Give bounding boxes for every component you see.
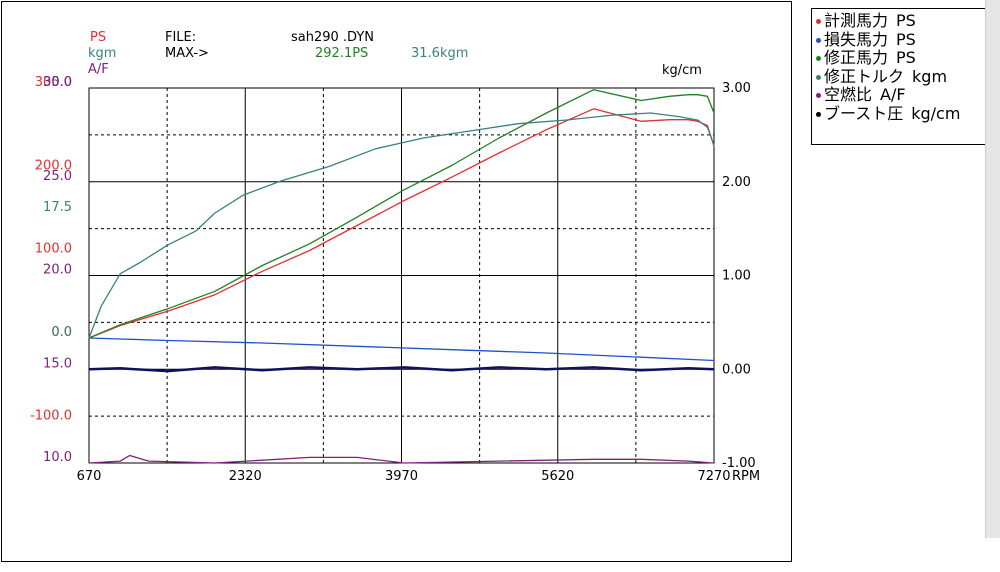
legend: 計測馬力 PS 損失馬力 PS 修正馬力 PS 修正トルク kgm 空燃比 A/F ブースト圧 kg/… [811,8,986,145]
right-tick-label: 2.00 [722,175,751,190]
legend-unit: kg/cm [911,103,961,123]
legend-marker-icon [816,93,821,98]
legend-label: ブースト圧 [824,103,904,123]
max-kgm-value: 31.6kgm [411,46,468,61]
ps-tick-label: 100.0 [35,242,72,257]
legend-marker-icon [816,111,821,117]
legend-label: 損失馬力 [824,29,889,49]
kgm-tick-label: 0.0 [51,325,72,340]
legend-item: 空燃比 A/F [816,86,906,104]
series-lines [88,89,715,464]
plot-grid [88,87,715,464]
series-torque [88,112,715,339]
max-ps-value: 292.1PS [315,46,368,61]
af-tick-label: 25.0 [43,169,72,184]
af-tick-label: 10.0 [43,450,72,465]
kgm-tick-label: 17.5 [43,200,72,215]
file-name: sah290 .DYN [291,30,374,45]
x-tick-label: 5620 [541,469,574,484]
legend-item: 計測馬力 PS [816,12,916,30]
af-tick-label: 20.0 [43,263,72,278]
legend-unit: A/F [880,85,906,104]
af-axis-label: A/F [88,62,109,77]
legend-label: 修正馬力 [824,48,889,67]
legend-marker-icon [816,56,821,61]
legend-label: 空燃比 [824,85,873,104]
legend-label: 計測馬力 [824,11,889,30]
ps-axis-label: PS [90,30,106,45]
af-tick-label: 30.0 [43,75,72,90]
x-tick-label: 7270 [697,469,730,484]
right-axis-unit: kg/cm [662,63,702,78]
right-tick-label: 0.00 [722,362,751,377]
x-tick-label: 3970 [385,469,418,484]
chart-frame: PS kgm A/F FILE: sah290 .DYN MAX-> 292.1… [1,1,792,562]
legend-marker-icon [816,19,821,24]
axis-ticks: 670 2320 3970 5620 7270 300.0 200.0 100.0 0.0 -10… [30,75,756,484]
dyno-chart: PS kgm A/F FILE: sah290 .DYN MAX-> 292.1… [30,30,760,484]
legend-unit: PS [896,11,916,30]
ps-tick-label: -100.0 [30,408,72,423]
af-tick-label: 15.0 [43,356,72,371]
right-tick-label: 3.00 [722,81,751,96]
x-tick-label: 670 [77,469,102,484]
legend-unit: kgm [912,66,948,86]
x-tick-label: 2320 [229,469,262,484]
max-label: MAX-> [165,46,209,61]
ps-tick-label: 200.0 [35,158,72,173]
legend-unit: PS [896,29,916,49]
legend-item: 修正馬力 PS [816,49,916,67]
legend-item: 損失馬力 PS [816,29,916,49]
series-loss [88,337,715,362]
kgm-axis-label: kgm [88,46,116,61]
legend-marker-icon [816,37,821,43]
legend-item: ブースト圧 kg/cm [816,103,961,123]
x-axis-unit: RPM [732,469,760,484]
series-boost [88,366,715,373]
ps-tick-label: 0.0 [51,325,72,340]
series-af [88,454,715,464]
vertical-scrollbar[interactable] [985,0,1000,538]
series-measured [88,108,715,339]
right-tick-label: -1.00 [722,456,756,471]
kgm-tick-label: 35.0 [43,75,72,90]
right-tick-label: 1.00 [722,269,751,284]
series-corrected [88,89,715,339]
legend-item: 修正トルク kgm [816,66,948,86]
legend-unit: PS [896,48,916,67]
ps-tick-label: 300.0 [35,75,72,90]
legend-marker-icon [816,74,821,80]
legend-label: 修正トルク [824,66,905,86]
file-label: FILE: [165,30,196,45]
